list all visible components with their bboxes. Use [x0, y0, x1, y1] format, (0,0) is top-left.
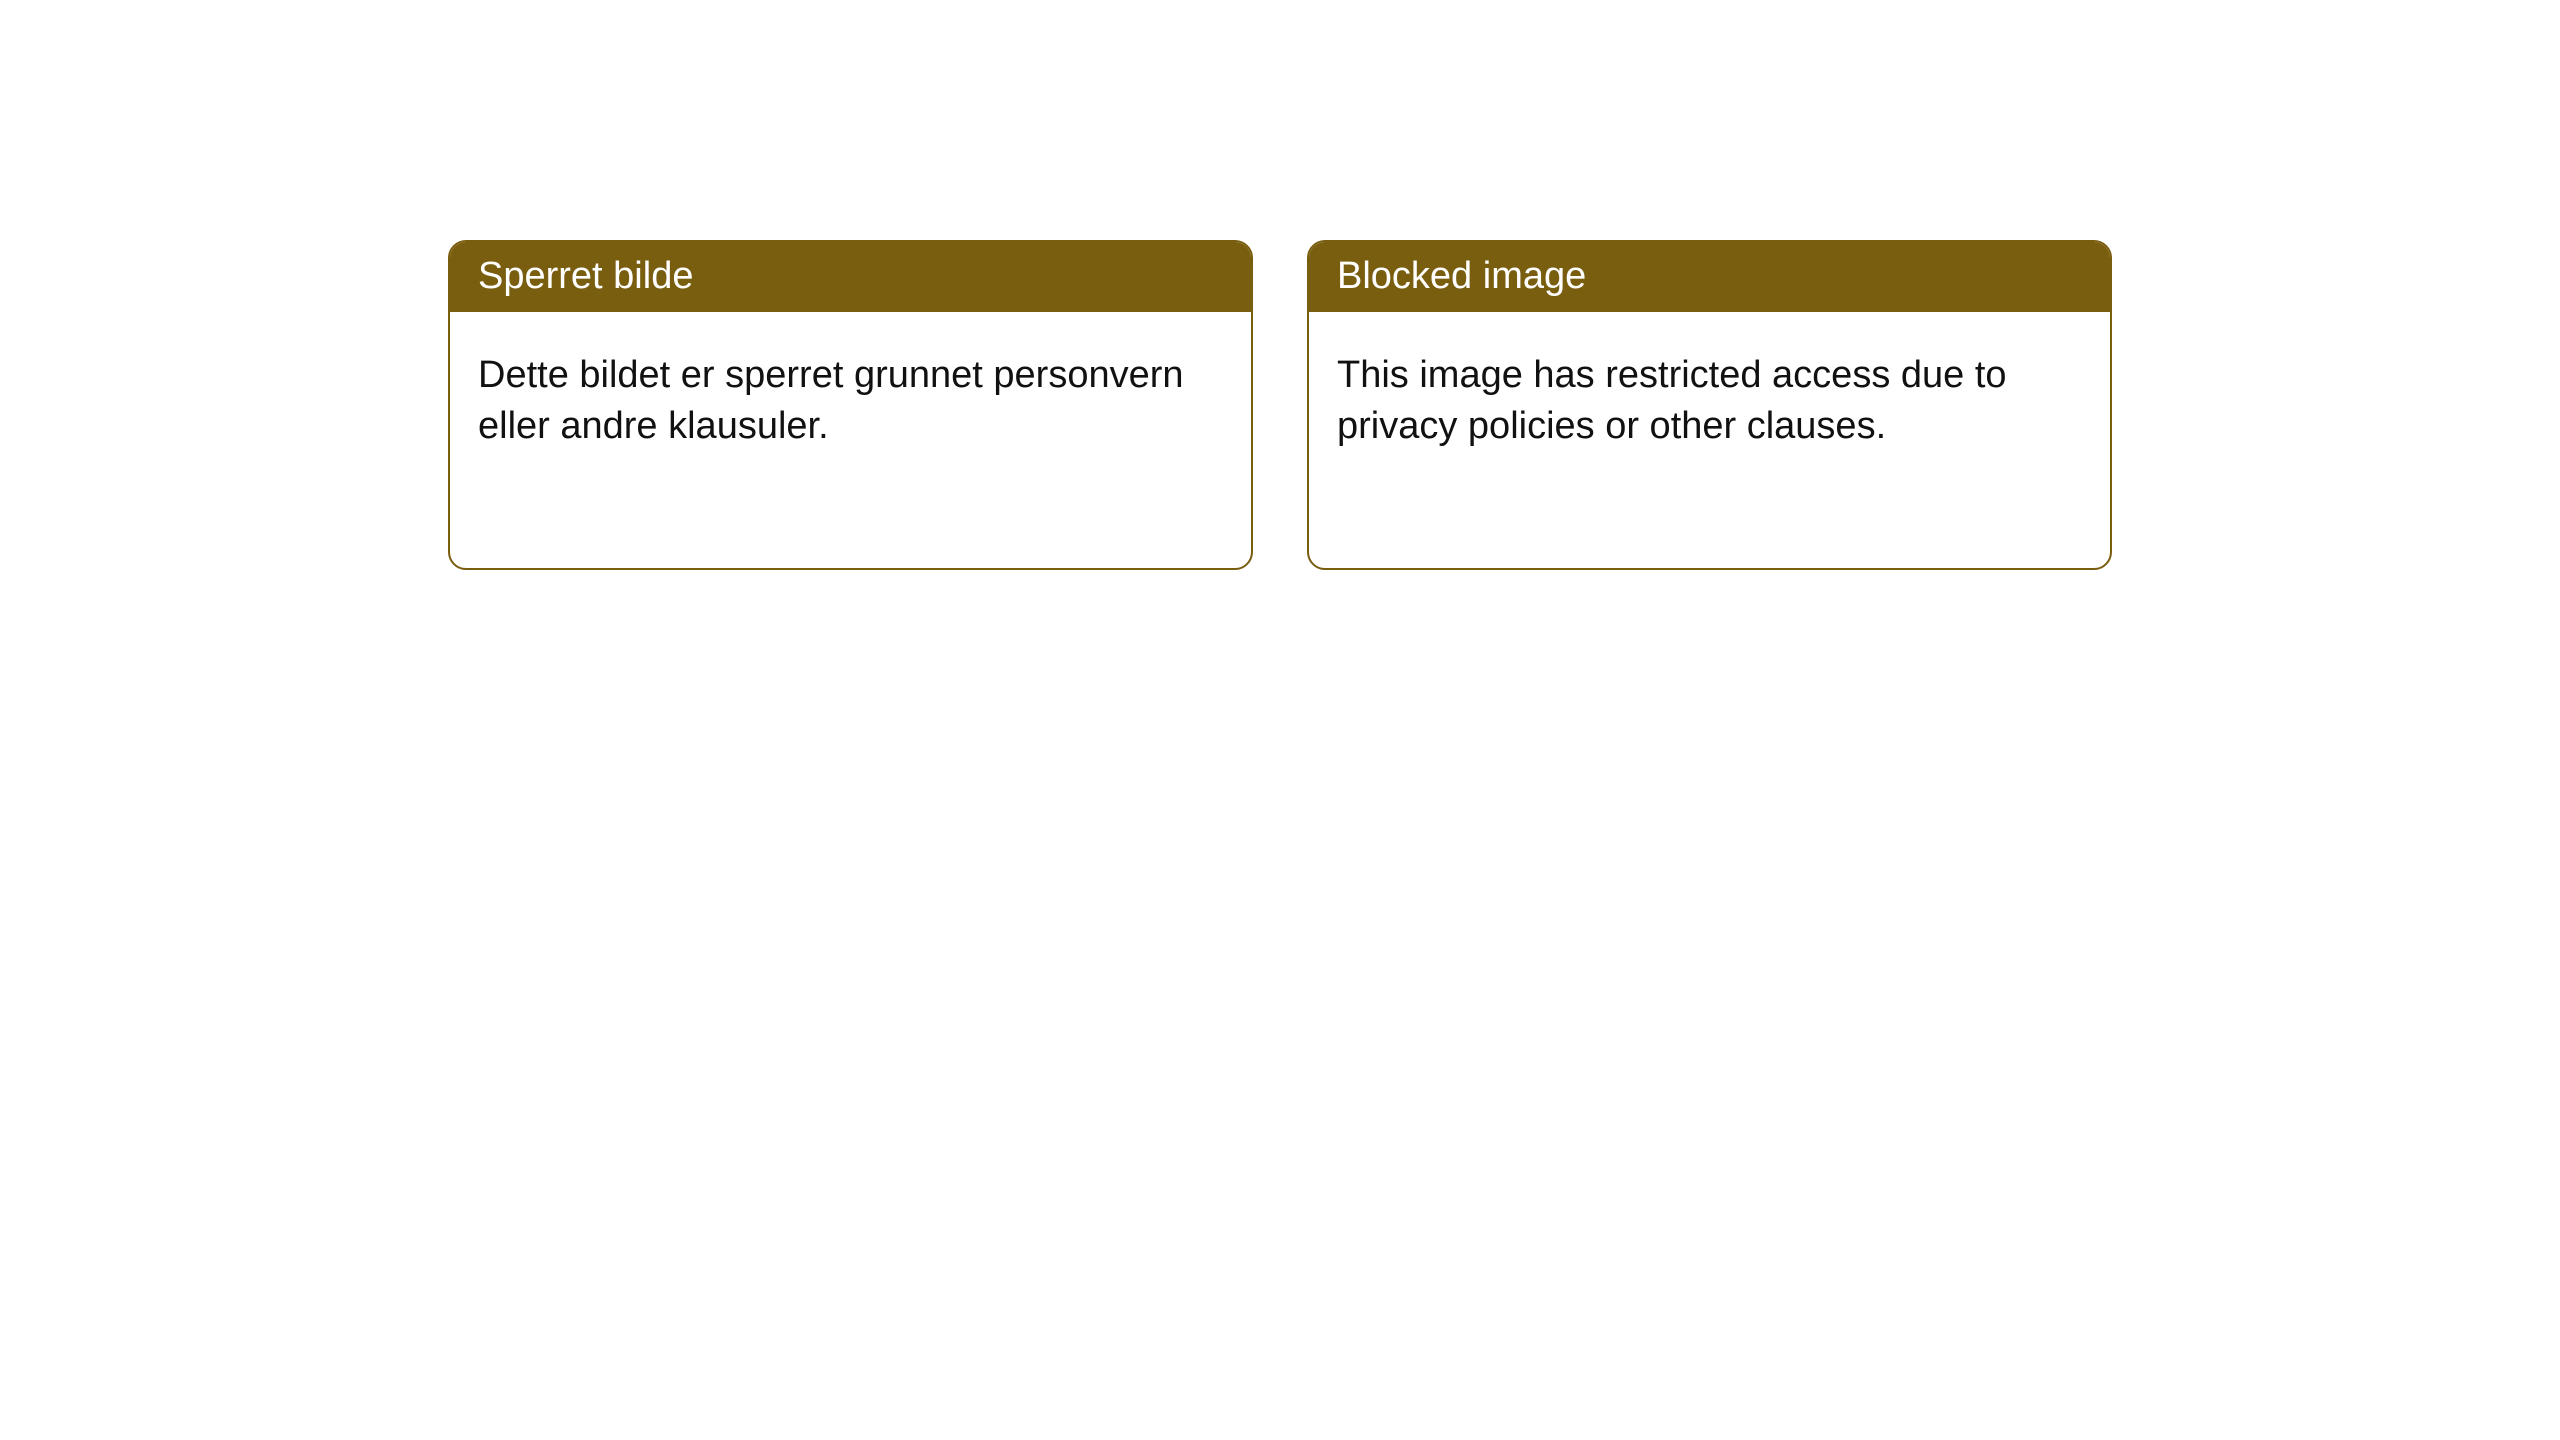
notice-card-title: Blocked image — [1309, 242, 2110, 312]
notice-card-norwegian: Sperret bilde Dette bildet er sperret gr… — [448, 240, 1253, 570]
notice-card-body: This image has restricted access due to … — [1309, 312, 2110, 490]
cards-row: Sperret bilde Dette bildet er sperret gr… — [448, 240, 2560, 570]
notice-card-body: Dette bildet er sperret grunnet personve… — [450, 312, 1251, 490]
notice-card-english: Blocked image This image has restricted … — [1307, 240, 2112, 570]
page-wrapper: Sperret bilde Dette bildet er sperret gr… — [0, 0, 2560, 570]
notice-card-title: Sperret bilde — [450, 242, 1251, 312]
